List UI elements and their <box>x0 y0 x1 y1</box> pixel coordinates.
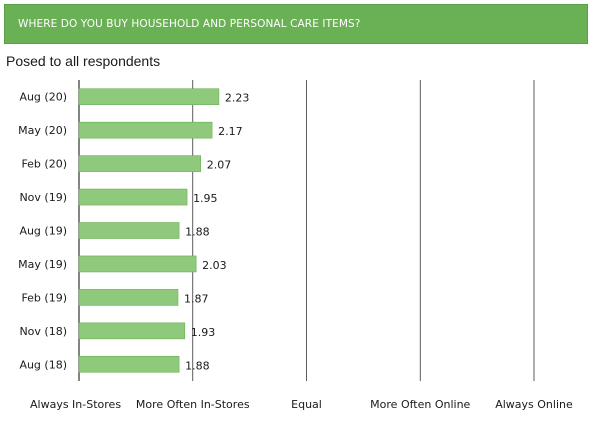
category-labels: Aug (20) May (20) Feb (20) Nov (19) Aug (19)… <box>18 91 67 372</box>
value-label: 2.17 <box>218 125 243 138</box>
category-label: Nov (19) <box>19 191 67 204</box>
title-banner: WHERE DO YOU BUY HOUSEHOLD AND PERSONAL … <box>4 4 588 44</box>
bar <box>78 155 202 172</box>
value-labels: 2.23 2.17 2.07 1.95 1.88 2.03 1.87 1.93 1.88 <box>184 92 249 373</box>
chart-title: WHERE DO YOU BUY HOUSEHOLD AND PERSONAL … <box>18 18 361 30</box>
value-label: 2.03 <box>202 259 227 272</box>
bar <box>78 355 180 373</box>
bar <box>78 322 186 340</box>
x-tick-label: Always Online <box>495 398 573 411</box>
category-label: Nov (18) <box>19 325 67 338</box>
value-label: 1.88 <box>185 359 210 372</box>
value-label: 1.88 <box>185 226 210 239</box>
x-tick-label: Always In-Stores <box>30 398 121 411</box>
x-tick-label: More Often Online <box>370 398 470 411</box>
value-label: 2.23 <box>225 92 250 105</box>
category-label: May (19) <box>18 258 67 271</box>
category-label: Feb (20) <box>21 158 67 171</box>
x-tick-label: Equal <box>291 398 322 411</box>
value-label: 1.95 <box>193 192 218 205</box>
x-tick-label: More Often In-Stores <box>136 398 250 411</box>
category-label: May (20) <box>18 124 67 137</box>
value-label: 1.87 <box>184 292 209 305</box>
bar <box>78 289 179 306</box>
bar <box>78 88 220 106</box>
x-tick-labels: Always In-Stores More Often In-Stores Equa… <box>30 398 573 411</box>
value-label: 1.93 <box>191 326 216 339</box>
bar <box>78 255 197 273</box>
category-label: Aug (18) <box>19 358 67 371</box>
category-label: Aug (19) <box>19 225 67 238</box>
category-label: Aug (20) <box>19 91 67 104</box>
bar <box>78 188 188 206</box>
bars <box>78 88 220 373</box>
chart-subtitle: Posed to all respondents <box>6 53 161 69</box>
bar <box>78 222 180 239</box>
value-label: 2.07 <box>207 159 232 172</box>
bar <box>78 121 213 139</box>
category-label: Feb (19) <box>21 291 67 304</box>
